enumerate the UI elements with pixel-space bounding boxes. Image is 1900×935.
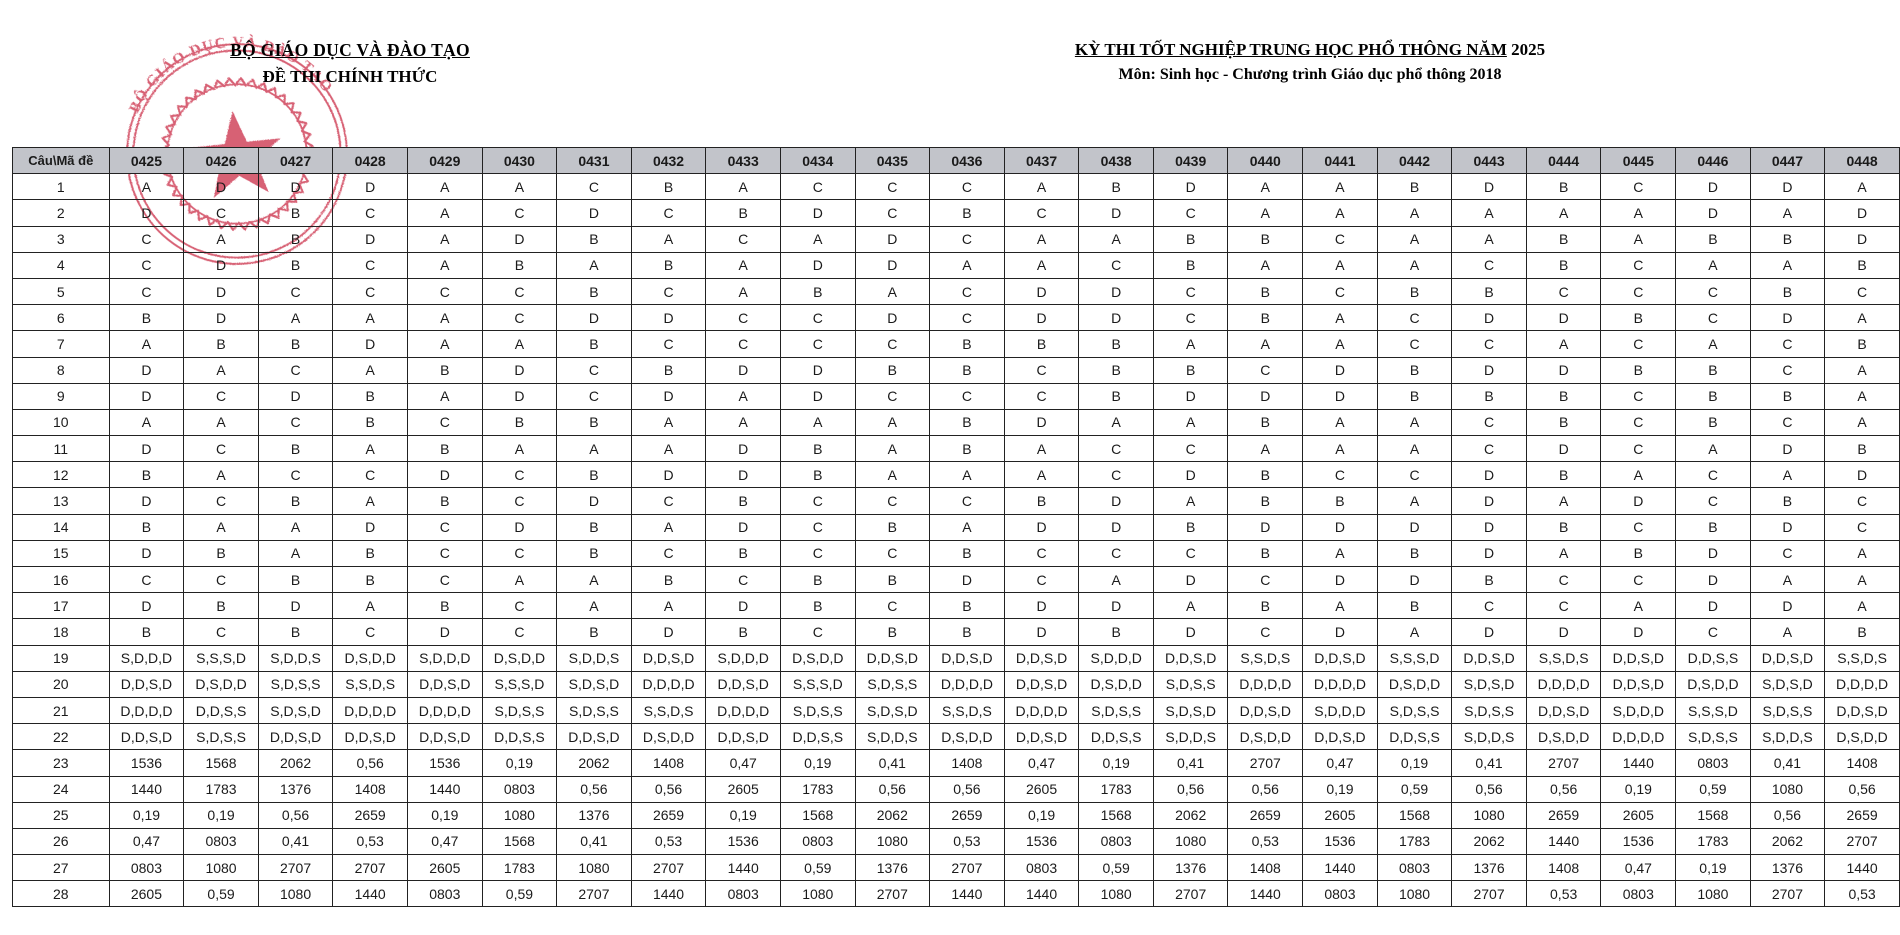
svg-text:BỘ GIÁO DỤC VÀ ĐÀO TẠO: BỘ GIÁO DỤC VÀ ĐÀO TẠO	[119, 23, 337, 117]
